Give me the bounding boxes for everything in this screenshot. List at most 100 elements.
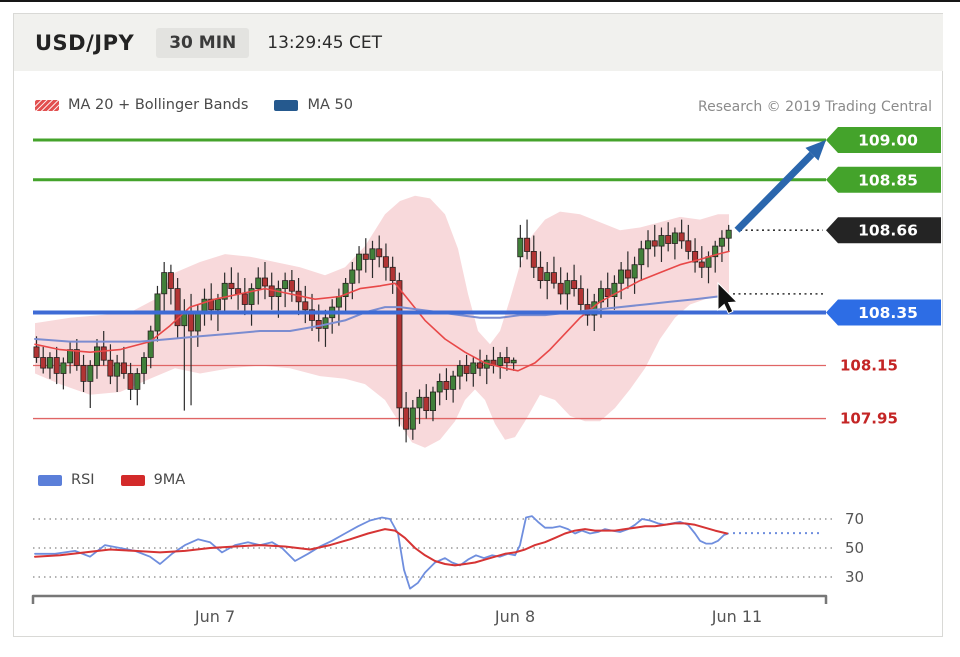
header-bar: USD/JPY 30 MIN 13:29:45 CET	[14, 14, 943, 71]
candle-body	[80, 365, 87, 382]
candle-body	[261, 277, 268, 287]
window-top-border	[0, 0, 960, 2]
price-tag-label: 108.85	[858, 171, 918, 189]
candle-body	[416, 396, 423, 409]
candle-body	[463, 365, 470, 374]
support-price-label: 108.15	[840, 357, 898, 375]
mouse-cursor-icon	[717, 281, 739, 315]
candle-body	[698, 261, 705, 268]
candle-body	[382, 256, 389, 268]
projection-arrow-shaft	[734, 151, 815, 233]
candle-body	[665, 235, 672, 244]
timeframe-badge: 30 MIN	[156, 27, 250, 58]
candle-body	[564, 280, 571, 295]
x-axis-date-label: Jun 11	[711, 607, 762, 626]
candle-body	[174, 288, 181, 327]
candle-body	[524, 237, 531, 252]
rsi-ma-legend-label: 9MA	[153, 472, 186, 488]
candle-body	[248, 288, 255, 305]
ma50-line	[34, 295, 730, 343]
candle-body	[423, 396, 430, 411]
candle-body	[194, 311, 201, 332]
candle-body	[33, 346, 40, 358]
candle-body	[167, 272, 174, 289]
candle-body	[725, 229, 732, 239]
candle-body	[403, 407, 410, 430]
candle-body	[638, 248, 645, 266]
candle-body	[356, 253, 363, 271]
candle-body	[396, 280, 403, 409]
candle-body	[712, 245, 719, 258]
candle-body	[60, 362, 67, 374]
candle-body	[503, 357, 510, 364]
candle-body	[315, 319, 322, 329]
candle-body	[631, 264, 638, 279]
rsi-ma-swatch-icon	[120, 474, 145, 486]
candle-body	[228, 282, 235, 289]
candle-body	[497, 357, 504, 366]
candle-body	[645, 240, 652, 250]
rsi-axis-label: 50	[845, 539, 864, 557]
candle-body	[221, 282, 228, 300]
timestamp-label: 13:29:45 CET	[267, 32, 382, 53]
candle-body	[429, 391, 436, 412]
candle-body	[134, 373, 141, 390]
candle-body	[685, 240, 692, 252]
candle-body	[288, 280, 295, 292]
candle-body	[73, 349, 80, 366]
candle-body	[530, 250, 537, 268]
ma20-bollinger-swatch-icon	[35, 99, 59, 111]
candle-body	[308, 309, 315, 321]
candle-body	[87, 365, 94, 382]
candle-body	[100, 346, 107, 361]
candle-body	[389, 266, 396, 281]
candle-body	[322, 317, 329, 329]
rsi-axis-label: 30	[845, 568, 864, 586]
candle-body	[409, 407, 416, 430]
candle-body	[282, 280, 289, 290]
candle-body	[107, 359, 114, 377]
candle-body	[53, 357, 60, 374]
price-tag	[826, 217, 941, 244]
x-axis-date-label: Jun 8	[494, 607, 535, 626]
candle-body	[658, 235, 665, 247]
candle-body	[476, 362, 483, 369]
candle-body	[470, 362, 477, 374]
candle-body	[120, 362, 127, 374]
candle-body	[127, 373, 134, 390]
ma50-swatch-icon	[274, 99, 299, 111]
currency-pair-title: USD/JPY	[35, 30, 135, 55]
candle-body	[678, 232, 685, 242]
candle-body	[362, 253, 369, 260]
price-tag-label: 109.00	[858, 132, 918, 150]
candle-body	[349, 269, 356, 284]
candle-body	[624, 269, 631, 279]
candle-body	[188, 311, 195, 332]
x-axis-date-label: Jun 7	[194, 607, 235, 626]
candle-body	[651, 240, 658, 247]
candle-body	[550, 272, 557, 284]
ma20-bollinger-legend-label: MA 20 + Bollinger Bands	[68, 97, 249, 113]
price-tag	[826, 166, 941, 193]
candle-body	[618, 269, 625, 284]
price-tag-label: 108.35	[858, 304, 918, 322]
price-tag	[826, 127, 941, 153]
candle-body	[67, 349, 74, 364]
candle-body	[436, 380, 443, 393]
candle-body	[537, 266, 544, 281]
candle-body	[40, 357, 47, 369]
candle-body	[611, 282, 618, 297]
price-tag	[826, 299, 941, 326]
main-chart-legend: MA 20 + Bollinger Bands MA 50	[35, 97, 353, 113]
candle-body	[342, 282, 349, 297]
candle-body	[692, 250, 699, 263]
rsi-legend-label: RSI	[71, 472, 95, 488]
research-credit: Research © 2019 Trading Central	[698, 99, 932, 115]
candle-body	[335, 296, 342, 308]
candle-body	[671, 232, 678, 244]
rsi-legend: RSI 9MA	[38, 472, 185, 488]
candle-body	[161, 272, 168, 295]
candle-body	[214, 298, 221, 311]
candle-body	[443, 380, 450, 390]
